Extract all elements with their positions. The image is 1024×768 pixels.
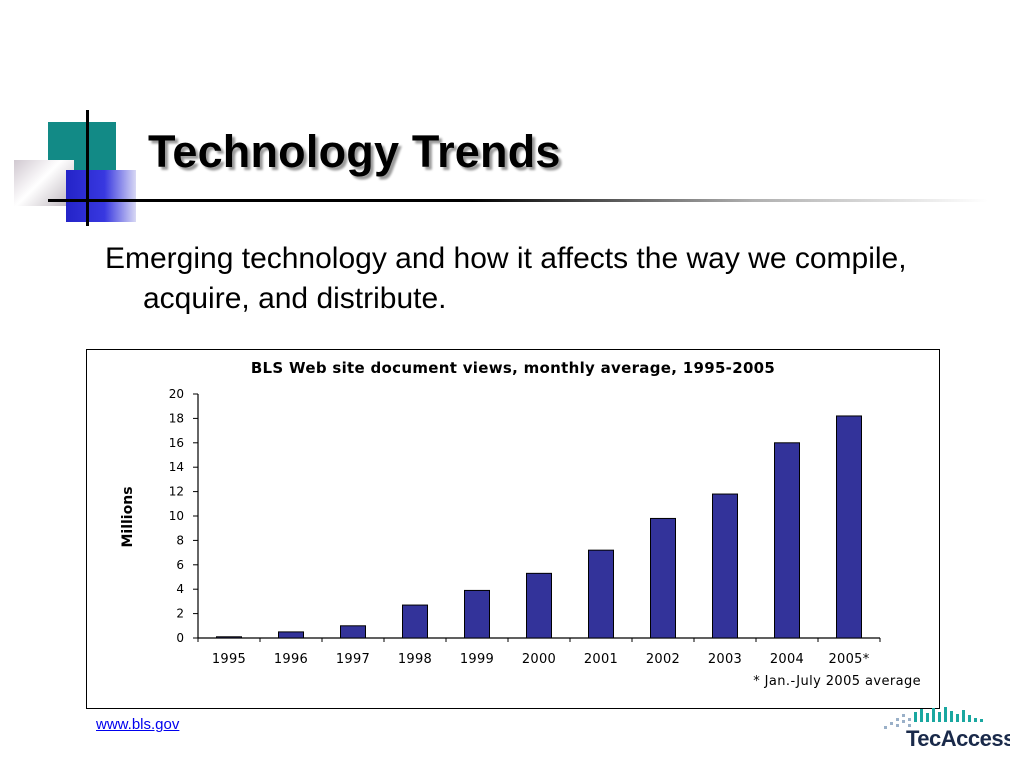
x-tick-label: 1998 — [398, 652, 432, 667]
y-tick-label: 4 — [176, 582, 184, 596]
x-tick-label: 1996 — [274, 652, 308, 667]
x-tick-label: 2001 — [584, 652, 618, 667]
x-tick-label: 2002 — [646, 652, 680, 667]
x-tick-label: 2005* — [828, 652, 869, 667]
y-tick-label: 16 — [169, 436, 184, 450]
y-axis-label: Millions — [120, 486, 136, 547]
chart-footnote: * Jan.-July 2005 average — [753, 674, 921, 689]
decor-grey-square — [14, 160, 74, 206]
chart-frame: BLS Web site document views, monthly ave… — [86, 349, 940, 709]
y-tick-label: 6 — [176, 558, 184, 572]
bar-2002 — [650, 517, 676, 639]
decor-blue-square — [66, 170, 136, 222]
chart-title: BLS Web site document views, monthly ave… — [251, 359, 775, 377]
x-tick-label: 1995 — [212, 652, 246, 667]
plot-area: 0 2 4 6 8 10 12 14 16 18 20 1995 1996 1997 1998 1999 200… — [169, 387, 881, 667]
y-tick-label: 20 — [169, 387, 184, 401]
decor-vertical-rule — [86, 110, 89, 226]
y-tick-label: 8 — [176, 533, 184, 547]
bls-website-link[interactable]: www.bls.gov — [96, 716, 180, 733]
y-tick-label: 10 — [169, 509, 184, 523]
bar-2001 — [588, 549, 614, 639]
x-tick-label: 2004 — [770, 652, 804, 667]
bar-1995 — [216, 636, 242, 639]
slide-subtitle: Emerging technology and how it affects t… — [105, 242, 907, 315]
x-tick-label: 2000 — [522, 652, 556, 667]
y-tick-label: 12 — [169, 485, 184, 499]
tecaccess-logo: TecAccess — [880, 704, 1016, 760]
y-tick-label: 0 — [176, 631, 184, 645]
title-underline — [48, 199, 988, 202]
bar-2000 — [526, 572, 552, 639]
bar-1999 — [464, 589, 490, 639]
bar-chart: BLS Web site document views, monthly ave… — [120, 359, 921, 689]
y-tick-label: 14 — [169, 460, 184, 474]
slide-title: Technology Trends — [148, 126, 561, 177]
bar-2005 — [836, 415, 862, 639]
y-tick-label: 18 — [169, 411, 184, 425]
x-tick-label: 2003 — [708, 652, 742, 667]
bar-1997 — [340, 625, 366, 639]
bar-2004 — [774, 442, 800, 639]
y-tick-label: 2 — [176, 607, 184, 621]
x-tick-label: 1997 — [336, 652, 370, 667]
bar-2003 — [712, 493, 738, 639]
logo-wordmark: TecAccess — [906, 726, 1010, 751]
bar-1998 — [402, 604, 428, 639]
bar-1996 — [278, 631, 304, 639]
x-tick-label: 1999 — [460, 652, 494, 667]
